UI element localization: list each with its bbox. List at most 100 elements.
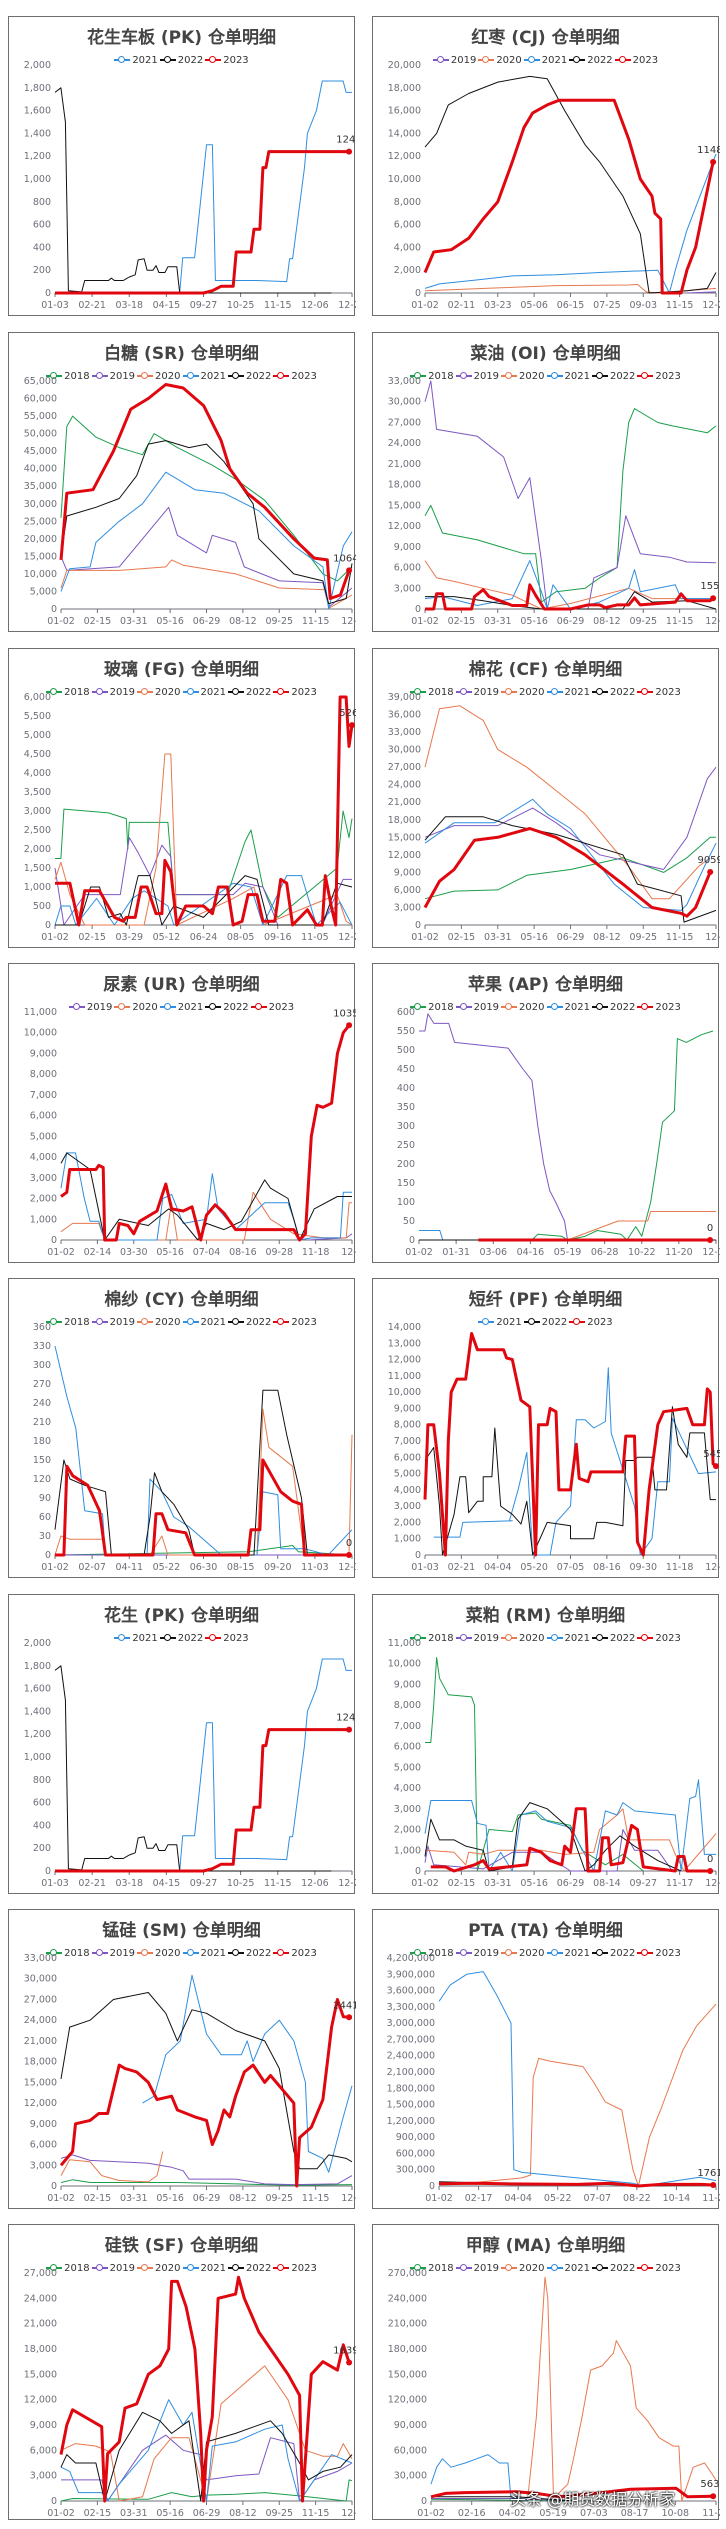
legend-item-2022[interactable]: 2022: [159, 55, 203, 66]
legend-item-2023[interactable]: 2023: [637, 1002, 681, 1013]
legend-label: 2023: [655, 1633, 681, 1644]
legend-item-2018[interactable]: 2018: [410, 1948, 454, 1959]
legend-item-2018[interactable]: 2018: [46, 2263, 90, 2274]
y-tick-label: 24,000: [388, 438, 421, 449]
legend-item-2019[interactable]: 2019: [455, 1633, 499, 1644]
legend-item-2021[interactable]: 2021: [546, 2263, 590, 2274]
legend-item-2021[interactable]: 2021: [182, 1317, 226, 1328]
legend-item-2023[interactable]: 2023: [273, 371, 317, 382]
legend-item-2019[interactable]: 2019: [455, 687, 499, 698]
legend-item-2022[interactable]: 2022: [591, 1633, 635, 1644]
legend-item-2023[interactable]: 2023: [273, 2263, 317, 2274]
legend-item-2021[interactable]: 2021: [546, 1633, 590, 1644]
legend-item-2021[interactable]: 2021: [182, 1948, 226, 1959]
legend-item-2021[interactable]: 2021: [182, 371, 226, 382]
legend-item-2019[interactable]: 2019: [91, 1948, 135, 1959]
legend-item-2023[interactable]: 2023: [273, 687, 317, 698]
legend-item-2023[interactable]: 2023: [637, 2263, 681, 2274]
legend-item-2019[interactable]: 2019: [91, 371, 135, 382]
legend-item-2019[interactable]: 2019: [455, 1948, 499, 1959]
legend-item-2018[interactable]: 2018: [46, 1317, 90, 1328]
legend-item-2023[interactable]: 2023: [637, 1948, 681, 1959]
legend-label: 2019: [109, 2263, 136, 2274]
legend-item-2021[interactable]: 2021: [546, 687, 590, 698]
legend-item-2019[interactable]: 2019: [455, 1002, 499, 1013]
legend-item-2018[interactable]: 2018: [410, 371, 454, 382]
legend-item-2022[interactable]: 2022: [159, 1633, 203, 1644]
legend-item-2018[interactable]: 2018: [410, 1633, 454, 1644]
legend-item-2018[interactable]: 2018: [46, 1948, 90, 1959]
chart-title: 红枣 (CJ) 仓单明细: [471, 28, 620, 48]
legend-item-2022[interactable]: 2022: [227, 2263, 271, 2274]
y-tick-label: 100: [397, 1197, 415, 1208]
legend-item-2022[interactable]: 2022: [523, 1317, 567, 1328]
legend-item-2019[interactable]: 2019: [68, 1002, 112, 1013]
legend-item-2021[interactable]: 2021: [159, 1002, 203, 1013]
legend-item-2020[interactable]: 2020: [478, 55, 522, 66]
legend-item-2020[interactable]: 2020: [501, 1948, 545, 1959]
legend-item-2023[interactable]: 2023: [637, 371, 681, 382]
x-tick-label: 03-31: [484, 1878, 512, 1889]
legend-item-2020[interactable]: 2020: [501, 1633, 545, 1644]
legend-item-2022[interactable]: 2022: [227, 1948, 271, 1959]
legend-marker-icon: [591, 1949, 608, 1956]
legend-item-2023[interactable]: 2023: [250, 1002, 294, 1013]
legend-item-2022[interactable]: 2022: [591, 1948, 635, 1959]
legend-item-2023[interactable]: 2023: [637, 1633, 681, 1644]
legend-item-2019[interactable]: 2019: [432, 55, 476, 66]
legend-item-2022[interactable]: 2022: [227, 371, 271, 382]
legend-item-2019[interactable]: 2019: [91, 1317, 135, 1328]
legend-item-2021[interactable]: 2021: [546, 1002, 590, 1013]
legend-item-2018[interactable]: 2018: [410, 2263, 454, 2274]
legend-item-2022[interactable]: 2022: [227, 687, 271, 698]
legend-item-2023[interactable]: 2023: [205, 1633, 249, 1644]
legend-item-2020[interactable]: 2020: [137, 2263, 181, 2274]
legend-item-2023[interactable]: 2023: [569, 1317, 613, 1328]
legend-item-2018[interactable]: 2018: [46, 687, 90, 698]
legend-item-2020[interactable]: 2020: [114, 1002, 158, 1013]
legend-label: 2023: [223, 1633, 249, 1644]
legend-item-2019[interactable]: 2019: [91, 2263, 136, 2274]
y-tick-label: 270,000: [388, 2268, 427, 2279]
legend-item-2019[interactable]: 2019: [91, 687, 135, 698]
legend-item-2020[interactable]: 2020: [501, 1002, 545, 1013]
chart-title: 棉纱 (CY) 仓单明细: [104, 1290, 259, 1310]
x-tick-label: 06-29: [193, 616, 221, 627]
legend-item-2020[interactable]: 2020: [137, 687, 181, 698]
legend-item-2019[interactable]: 2019: [455, 2263, 499, 2274]
legend-item-2023[interactable]: 2023: [273, 1317, 317, 1328]
legend-item-2022[interactable]: 2022: [227, 1317, 271, 1328]
legend-item-2022[interactable]: 2022: [591, 2263, 635, 2274]
legend-item-2021[interactable]: 2021: [478, 1317, 522, 1328]
legend-item-2022[interactable]: 2022: [591, 1002, 635, 1013]
legend-item-2022[interactable]: 2022: [591, 371, 635, 382]
legend-item-2022[interactable]: 2022: [591, 687, 636, 698]
legend-item-2018[interactable]: 2018: [410, 687, 454, 698]
legend-item-2021[interactable]: 2021: [523, 55, 567, 66]
legend-item-2021[interactable]: 2021: [114, 55, 158, 66]
legend-item-2019[interactable]: 2019: [455, 371, 499, 382]
legend-item-2020[interactable]: 2020: [501, 687, 545, 698]
legend-item-2020[interactable]: 2020: [137, 371, 181, 382]
legend-label: 2020: [496, 55, 522, 66]
legend-item-2023[interactable]: 2023: [614, 55, 658, 66]
legend-item-2023[interactable]: 2023: [205, 55, 249, 66]
legend-item-2023[interactable]: 2023: [273, 1948, 317, 1959]
legend-item-2021[interactable]: 2021: [182, 2263, 226, 2274]
legend-item-2022[interactable]: 2022: [205, 1002, 249, 1013]
legend-item-2020[interactable]: 2020: [137, 1948, 181, 1959]
legend-item-2020[interactable]: 2020: [501, 2263, 545, 2274]
legend-item-2021[interactable]: 2021: [114, 1633, 158, 1644]
legend-item-2021[interactable]: 2021: [546, 371, 590, 382]
legend-label: 2022: [609, 687, 636, 698]
chart-panel-rm: 菜粕 (RM) 仓单明细 2018 2019 2020 2021 2022 2023 0 1,0…: [372, 1594, 720, 1894]
legend-item-2021[interactable]: 2021: [546, 1948, 590, 1959]
legend-item-2020[interactable]: 2020: [137, 1317, 181, 1328]
legend-item-2023[interactable]: 2023: [637, 687, 681, 698]
legend-item-2020[interactable]: 2020: [501, 371, 545, 382]
legend-item-2018[interactable]: 2018: [46, 371, 90, 382]
legend-item-2018[interactable]: 2018: [410, 1002, 454, 1013]
y-tick-label: 0: [415, 288, 421, 299]
legend-item-2021[interactable]: 2021: [182, 687, 226, 698]
legend-item-2022[interactable]: 2022: [569, 55, 613, 66]
